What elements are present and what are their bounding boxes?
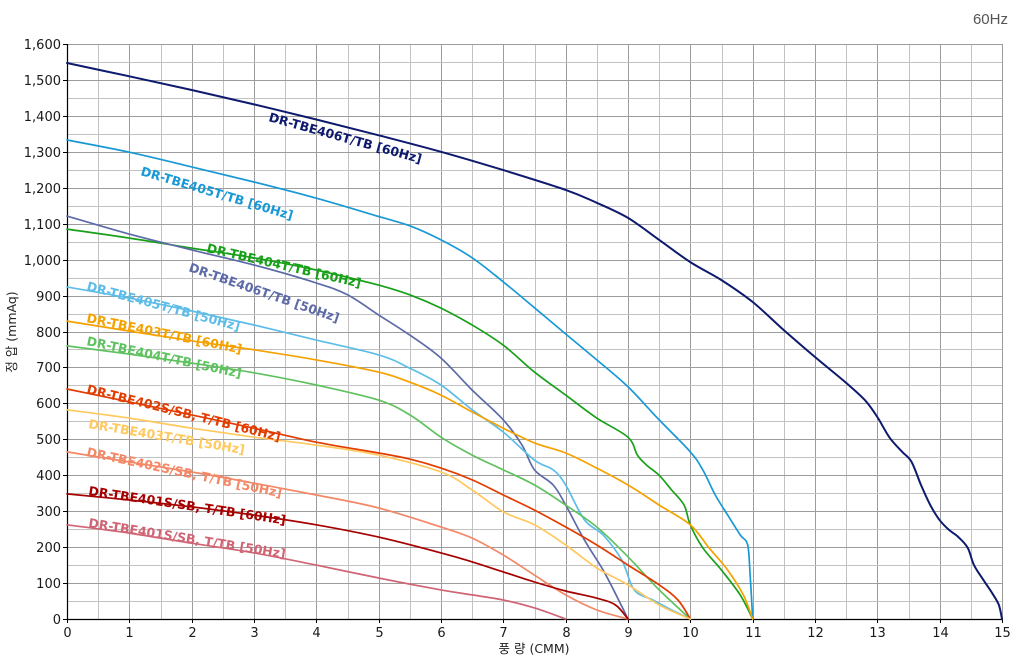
y-tick-label: 100 xyxy=(36,577,61,592)
x-tick-label: 15 xyxy=(994,626,1011,641)
y-tick-label: 1,500 xyxy=(24,74,61,89)
x-tick-label: 7 xyxy=(499,626,507,641)
x-tick-label: 8 xyxy=(562,626,570,641)
x-tick-label: 12 xyxy=(807,626,824,641)
series-line-dr-tbe402s-sb-t-tb-60hz xyxy=(66,388,692,620)
x-tick-label: 5 xyxy=(375,626,383,641)
x-tick-label: 4 xyxy=(312,626,320,641)
series-line-dr-tbe402s-sb-t-tb-50hz xyxy=(66,451,629,620)
y-tick-label: 600 xyxy=(36,397,61,412)
series-line-dr-tbe403t-tb-60hz xyxy=(66,320,754,620)
x-tick-label: 10 xyxy=(682,626,699,641)
y-tick-label: 1,000 xyxy=(24,254,61,269)
y-tick-label: 500 xyxy=(36,433,61,448)
grid xyxy=(67,44,1003,620)
series-line-dr-tbe403t-tb-50hz xyxy=(66,408,692,620)
x-tick-label: 6 xyxy=(437,626,445,641)
y-tick-label: 1,300 xyxy=(24,146,61,161)
y-tick-label: 0 xyxy=(53,613,61,628)
series-lines xyxy=(66,62,1003,620)
y-tick-label: 900 xyxy=(36,290,61,305)
x-tick-label: 9 xyxy=(624,626,632,641)
x-tick-label: 11 xyxy=(745,626,762,641)
series-line-dr-tbe405t-tb-60hz xyxy=(66,139,754,620)
series-line-dr-tbe406t-tb-60hz xyxy=(66,62,1003,620)
y-tick-label: 200 xyxy=(36,541,61,556)
series-line-dr-tbe406t-tb-50hz xyxy=(66,215,629,620)
y-axis-title: 정 압 (mmAq) xyxy=(4,291,19,372)
series-line-dr-tbe401s-sb-t-tb-50hz xyxy=(66,523,567,620)
series-label-dr-tbe406t-tb-60hz: DR-TBE406T/TB [60Hz] xyxy=(267,109,423,166)
x-axis-ticks: 0 1 2 3 4 5 6 7 8 9 10 11 12 13 14 15 xyxy=(63,619,1011,641)
x-tick-label: 13 xyxy=(869,626,886,641)
x-tick-label: 0 xyxy=(63,626,71,641)
y-tick-label: 700 xyxy=(36,361,61,376)
series-line-dr-tbe401s-sb-t-tb-60hz xyxy=(66,493,629,620)
x-axis-title: 풍 량 (CMM) xyxy=(499,641,570,656)
y-axis-ticks: 0 100 200 300 400 500 600 700 800 900 1,000 1,100 1,… xyxy=(24,38,67,628)
chart-title: 60Hz xyxy=(973,11,1008,28)
y-tick-label: 1,200 xyxy=(24,182,61,197)
series-line-dr-tbe404t-tb-50hz xyxy=(66,345,692,620)
x-tick-label: 2 xyxy=(188,626,196,641)
y-tick-label: 1,400 xyxy=(24,110,61,125)
y-tick-label: 1,100 xyxy=(24,218,61,233)
x-tick-label: 14 xyxy=(932,626,949,641)
y-tick-label: 400 xyxy=(36,469,61,484)
y-tick-label: 1,600 xyxy=(24,38,61,53)
x-tick-label: 3 xyxy=(250,626,258,641)
y-tick-label: 800 xyxy=(36,326,61,341)
y-tick-label: 300 xyxy=(36,505,61,520)
x-tick-label: 1 xyxy=(125,626,133,641)
